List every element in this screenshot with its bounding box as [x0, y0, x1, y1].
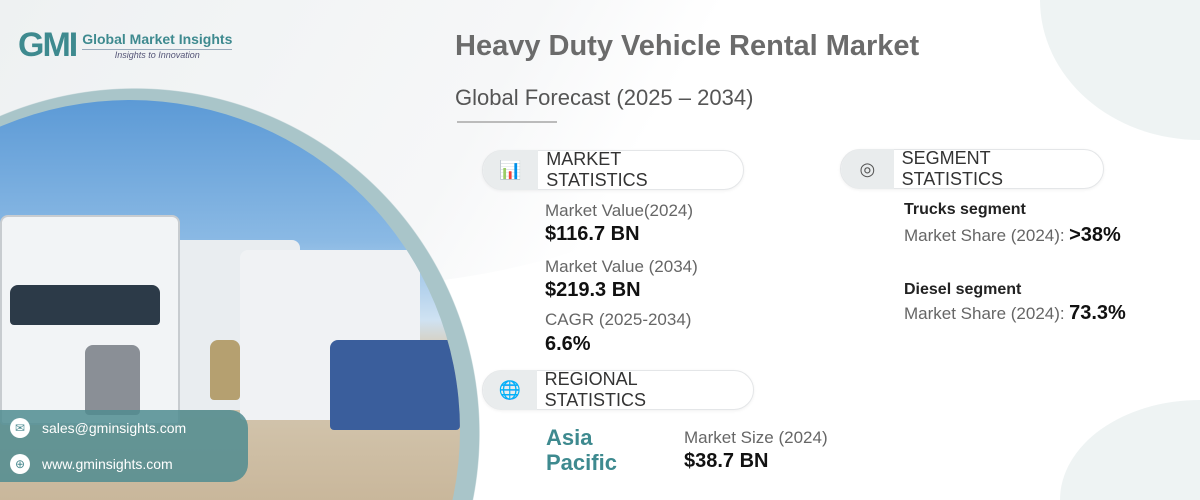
chart-globe-icon: 📊: [483, 150, 539, 190]
segment-statistics-header: ◎ SEGMENT STATISTICS: [840, 148, 1104, 189]
page-subtitle: Global Forecast (2025 – 2034): [455, 85, 754, 110]
segment-value: >38%: [1069, 224, 1121, 246]
region-key: Market Size (2024): [684, 428, 828, 447]
segment-share: Market Share (2024): 73.3%: [904, 302, 1126, 325]
region-line: Pacific: [546, 450, 617, 475]
section-label: SEGMENT STATISTICS: [901, 148, 1003, 189]
stat-key: Market Value(2024): [545, 201, 694, 220]
section-label: REGIONAL STATISTICS: [544, 369, 646, 410]
gmi-logo: GMI Global Market Insights Insights to I…: [18, 26, 233, 65]
region-name: Asia Pacific: [546, 425, 617, 475]
segment-value: 73.3%: [1069, 302, 1126, 324]
decor-circle: [1060, 400, 1200, 500]
market-statistics-header: 📊 MARKET STATISTICS: [482, 149, 744, 190]
globe-icon: ⊕: [10, 454, 30, 474]
target-chart-icon: ◎: [841, 149, 894, 189]
segment-name: Diesel segment: [904, 281, 1022, 298]
logo-tagline: Insights to Innovation: [114, 50, 200, 60]
region-value: $38.7 BN: [684, 450, 769, 472]
section-label: MARKET STATISTICS: [546, 149, 648, 190]
mail-icon: ✉: [10, 418, 30, 438]
page-title: Heavy Duty Vehicle Rental Market: [455, 30, 920, 62]
logo-name: Global Market Insights: [82, 31, 233, 50]
website-text: www.gminsights.com: [42, 456, 173, 472]
truck-photo: [0, 100, 460, 500]
segment-share: Market Share (2024): >38%: [904, 224, 1121, 247]
website-link[interactable]: ⊕ www.gminsights.com: [0, 446, 248, 482]
logo-mark: GMI: [18, 26, 78, 64]
segment-name: Trucks segment: [904, 201, 1026, 218]
stat-key: CAGR (2025-2034): [545, 310, 692, 329]
regional-statistics-header: 🌐 REGIONAL STATISTICS: [482, 369, 754, 410]
email-text: sales@gminsights.com: [42, 420, 187, 436]
segment-key: Market Share (2024):: [904, 226, 1065, 245]
divider: [457, 121, 557, 123]
stat-value: 6.6%: [545, 333, 591, 355]
segment-key: Market Share (2024):: [904, 304, 1065, 323]
decor-circle: [1040, 0, 1200, 140]
region-line: Asia: [546, 425, 593, 450]
stat-value: $116.7 BN: [545, 223, 640, 245]
stat-key: Market Value (2034): [545, 257, 698, 276]
stat-value: $219.3 BN: [545, 279, 641, 301]
globe-icon: 🌐: [483, 370, 537, 410]
email-link[interactable]: ✉ sales@gminsights.com: [0, 410, 248, 446]
